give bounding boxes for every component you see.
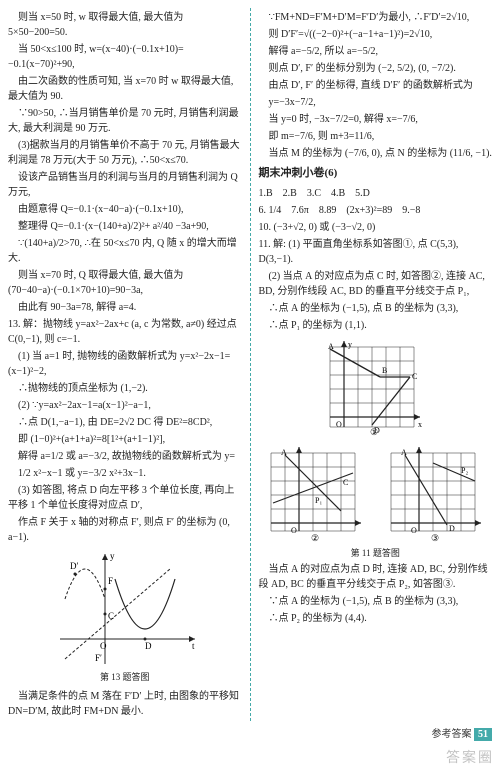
text-line: ∵90>50, ∴当月销售单价是 70 元时, 月销售利润最大, 最大利润是 9… [8, 106, 242, 136]
svg-text:②: ② [311, 533, 319, 543]
text-line: (1) 当 a=1 时, 抛物线的函数解析式为 y=x²−2x−1=(x−1)²… [8, 349, 242, 379]
text-line: 当满足条件的点 M 落在 F′D′ 上时, 由图象的平移知 DN=D′M, 故此… [8, 689, 242, 719]
text-line: (3)据款当月的月销售单价不高于 70 元, 月销售最大利润是 78 万元(大于… [8, 138, 242, 168]
text-line: ∵点 A 的坐标为 (−1,5), 点 B 的坐标为 (3,3), [259, 594, 493, 609]
text-line: 则点 D′, F′ 的坐标分别为 (−2, 5/2), (0, −7/2). [259, 61, 493, 76]
text-line: 即 m=−7/6, 则 m+3=11/6, [259, 129, 493, 144]
svg-text:F: F [108, 576, 113, 586]
svg-text:D: D [145, 641, 152, 651]
svg-text:C: C [412, 372, 417, 381]
grid-3: A D P₂ O ③ [383, 443, 488, 543]
text-line: ∵(140+a)/2>70, ∴在 50<x≤70 内, Q 随 x 的增大而增… [8, 236, 242, 266]
text-line: 13. 解：抛物线 y=ax²−2ax+c (a, c 为常数, a≠0) 经过… [8, 317, 242, 347]
answer-line: 1.B 2.B 3.C 4.B 5.D [259, 186, 493, 201]
grid-1: O x y A B C D ① [320, 337, 430, 437]
page-footer: 参考答案 51 [8, 727, 492, 742]
text-line: 当 50<x≤100 时, w=(x−40)·(−0.1x+10)= −0.1(… [8, 42, 242, 72]
text-line: ∴点 P₂ 的坐标为 (4,4). [259, 611, 493, 626]
svg-text:t: t [192, 641, 195, 651]
text-line: 则 D′F′=√((−2−0)²+(−a−1+a−1)²)=2√10, [259, 27, 493, 42]
text-line: 即 (1−0)²+(a+1+a)²=8[1²+(a+1−1)²], [8, 432, 242, 447]
figure-caption: 第 13 题答图 [8, 671, 242, 685]
text-line: 解得 a=1/2 或 a=−3/2, 故抛物线的函数解析式为 y= [8, 449, 242, 464]
figure-13: O t y D′ F C D F′ 第 13 题答图 [8, 549, 242, 685]
text-line: ∴点 D(1,−a−1), 由 DE=2√2 DC 得 DE²=8CD², [8, 415, 242, 430]
text-line: 由此有 90−3a=78, 解得 a=4. [8, 300, 242, 315]
svg-text:D′: D′ [70, 561, 78, 571]
text-line: 当点 M 的坐标为 (−7/6, 0), 点 N 的坐标为 (11/6, −1)… [259, 146, 493, 161]
answer-line: 10. (−3+√2, 0) 或 (−3−√2, 0) [259, 220, 493, 235]
text-line: ∵FM+ND=F′M+D′M=F′D′为最小, ∴F′D′=2√10, [259, 10, 493, 25]
text-line: (3) 如答图, 将点 D 向左平移 3 个单位长度, 再向上平移 1 个单位长… [8, 483, 242, 513]
text-line: 则当 x=50 时, w 取得最大值, 最大值为 5×50−200=50. [8, 10, 242, 40]
svg-text:C: C [343, 478, 348, 487]
svg-text:③: ③ [431, 533, 439, 543]
svg-text:A: A [401, 448, 407, 457]
svg-text:O: O [336, 420, 342, 429]
text-line: ∴点 A 的坐标为 (−1,5), 点 B 的坐标为 (3,3), [259, 301, 493, 316]
svg-text:D: D [449, 524, 455, 533]
text-line: 当 y=0 时, −3x−7/2=0, 解得 x=−7/6, [259, 112, 493, 127]
text-line: 由题意得 Q=−0.1·(x−40−a)·(−0.1x+10), [8, 202, 242, 217]
text-line: 由点 D′, F′ 的坐标得, 直线 D′F′ 的函数解析式为 [259, 78, 493, 93]
svg-text:①: ① [370, 427, 378, 437]
text-line: 由二次函数的性质可知, 当 x=70 时 w 取得最大值, 最大值为 90. [8, 74, 242, 104]
svg-text:O: O [291, 526, 297, 535]
text-line: 11. 解: (1) 平面直角坐标系如答图①, 点 C(5,3), D(3,−1… [259, 237, 493, 267]
text-line: 解得 a=−5/2, 所以 a=−5/2, [259, 44, 493, 59]
text-line: 作点 F 关于 x 轴的对称点 F′, 则点 F′ 的坐标为 (0, a−1). [8, 515, 242, 545]
grid-2: A C P₁ O ② [263, 443, 368, 543]
svg-text:x: x [418, 420, 422, 429]
section-title: 期末冲刺小卷(6) [259, 165, 493, 182]
svg-text:F′: F′ [95, 653, 102, 663]
text-line: 整理得 Q=−0.1·(x−(140+a)/2)²+ a²/40 −3a+90, [8, 219, 242, 234]
footer-label: 参考答案 [432, 729, 472, 740]
text-line: 则当 x=70 时, Q 取得最大值, 最大值为(70−40−a)·(−0.1×… [8, 268, 242, 298]
page-number: 51 [474, 728, 492, 741]
svg-text:A: A [281, 448, 287, 457]
column-divider [250, 8, 251, 721]
text-line: (2) ∵y=ax²−2ax−1=a(x−1)²−a−1, [8, 398, 242, 413]
svg-text:y: y [110, 551, 115, 561]
text-line: ∴抛物线的顶点坐标为 (1,−2). [8, 381, 242, 396]
svg-text:A: A [328, 342, 334, 351]
left-column: 则当 x=50 时, w 取得最大值, 最大值为 5×50−200=50. 当 … [8, 8, 242, 721]
figure-11-top: O x y A B C D ① [259, 337, 493, 437]
text-line: 设该产品销售当月的利润与当月的月销售利润为 Q 万元, [8, 170, 242, 200]
text-line: y=−3x−7/2, [259, 95, 493, 110]
figure-11-pair: A C P₁ O ② A D P₂ O [259, 441, 493, 545]
text-line: ∴点 P₁ 的坐标为 (1,1). [259, 318, 493, 333]
answer-line: 6. 1/4 7.6π 8.89 (2x+3)²=89 9.−8 [259, 203, 493, 218]
watermark: 答案圈 [446, 747, 494, 768]
svg-text:y: y [348, 340, 352, 349]
figure-caption: 第 11 题答图 [259, 547, 493, 561]
svg-text:B: B [382, 366, 387, 375]
svg-text:P₂: P₂ [461, 466, 468, 475]
text-line: 1/2 x²−x−1 或 y=−3/2 x²+3x−1. [8, 466, 242, 481]
text-line: (2) 当点 A 的对应点为点 C 时, 如答图②, 连接 AC, BD, 分别… [259, 269, 493, 299]
svg-text:P₁: P₁ [315, 496, 322, 505]
svg-text:O: O [411, 526, 417, 535]
svg-text:C: C [108, 611, 114, 621]
right-column: ∵FM+ND=F′M+D′M=F′D′为最小, ∴F′D′=2√10, 则 D′… [259, 8, 493, 721]
svg-text:O: O [100, 641, 107, 651]
text-line: 当点 A 的对应点为点 D 时, 连接 AD, BC, 分别作线段 AD, BC… [259, 562, 493, 592]
